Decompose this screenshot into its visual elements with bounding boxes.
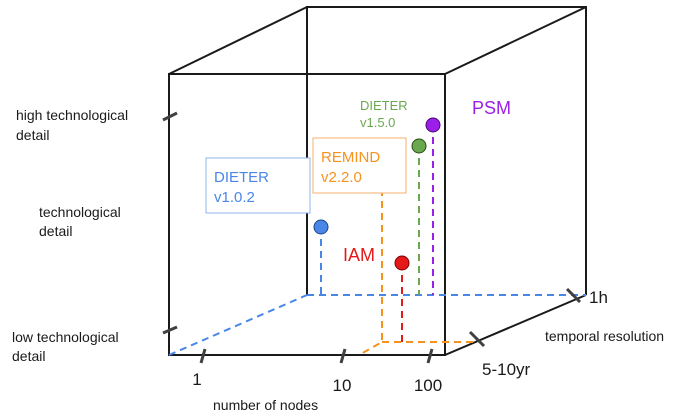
iam-marker: [394, 255, 410, 342]
hidden-edge-bottom-left: [168, 294, 308, 356]
y-label-low-line2: detail: [12, 348, 45, 364]
y-label-high-line2: detail: [16, 127, 49, 143]
x-axis-title: number of nodes: [213, 397, 318, 413]
remind-projection: [358, 177, 383, 356]
dieter-old-label-line2: v1.0.2: [214, 189, 255, 206]
y-tick-high: [162, 111, 178, 122]
y-label-mid-line2: detail: [39, 223, 72, 239]
x-tick-label-1: 1: [192, 370, 201, 389]
x-tick-100: [426, 348, 434, 364]
y-tick-low: [162, 325, 178, 335]
remind-label-line1: REMIND: [321, 149, 380, 166]
remind-marker: [358, 169, 474, 356]
remind-label-line2: v2.2.0: [321, 169, 362, 186]
cube-hidden-edges: [168, 294, 586, 356]
psm-label: PSM: [472, 98, 511, 118]
dieter-old-marker: [313, 219, 329, 295]
cube-edge-bottom-right: [444, 294, 587, 356]
z-axis-title: temporal resolution: [545, 328, 664, 344]
z-tick-near: [468, 330, 486, 348]
dieter-new-label-line1: DIETER: [360, 98, 408, 113]
psm-point: [425, 117, 441, 133]
cube-back-face: [306, 6, 587, 295]
iam-label: IAM: [343, 245, 375, 265]
x-tick-1: [199, 348, 207, 364]
y-label-low-line1: low technological: [12, 329, 119, 345]
dieter-new-marker: [411, 138, 427, 295]
x-tick-label-100: 100: [414, 376, 442, 395]
x-tick-label-10: 10: [333, 376, 352, 395]
z-tick-far: [565, 287, 582, 304]
dieter-new-point: [411, 138, 427, 154]
z-axis-near-label: 5-10yr: [482, 360, 531, 379]
iam-point: [394, 255, 410, 271]
dieter-new-label-line2: v1.5.0: [360, 115, 395, 130]
psm-marker: [425, 117, 441, 295]
axis-ticks: [162, 111, 582, 364]
dieter-old-point: [313, 219, 329, 235]
y-label-high-line1: high technological: [16, 107, 128, 123]
dieter-old-label-line1: DIETER: [214, 169, 269, 186]
z-axis-far-label: 1h: [589, 288, 608, 307]
cube-edge-top-right: [444, 6, 587, 75]
y-label-mid-line1: technological: [39, 204, 121, 220]
dieter-old-label-box: [205, 157, 311, 214]
remind-label-box: [312, 137, 407, 194]
cube-edge-top-left: [168, 6, 308, 75]
x-tick-10: [339, 348, 347, 364]
cube-frame: [168, 6, 587, 356]
